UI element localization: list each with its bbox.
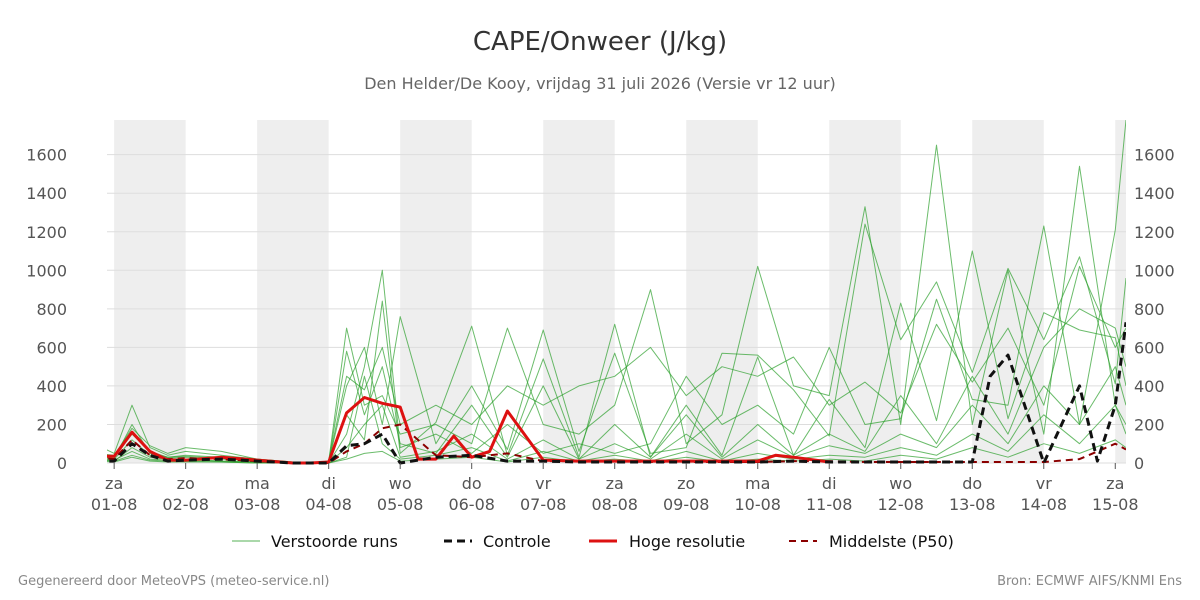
x-tick-label-date: 14-08	[1021, 495, 1068, 514]
x-tick-label-day: ma	[244, 474, 269, 493]
ensemble-run-line	[107, 144, 1126, 464]
series-line-control	[107, 322, 1126, 465]
x-tick-label-day: di	[822, 474, 837, 493]
x-tick-label-date: 03-08	[234, 495, 281, 514]
x-tick-label-date: 11-08	[806, 495, 853, 514]
shaded-day-3	[543, 120, 615, 463]
y-tick-label-left: 1600	[26, 146, 67, 165]
x-tick-label-day: vr	[535, 474, 551, 493]
x-tick-label-day: za	[105, 474, 123, 493]
legend-label-median: Middelste (P50)	[829, 532, 954, 551]
y-tick-label-left: 1200	[26, 223, 67, 242]
plot-area	[107, 119, 1126, 465]
x-tick-label-day: za	[606, 474, 624, 493]
x-tick-label-day: vr	[1036, 474, 1052, 493]
y-tick-label-left: 600	[36, 338, 67, 357]
y-tick-label-right: 1600	[1134, 146, 1175, 165]
chart-subtitle: Den Helder/De Kooy, vrijdag 31 juli 2026…	[364, 74, 836, 93]
x-tick-label-day: zo	[177, 474, 195, 493]
x-tick-label-date: 15-08	[1092, 495, 1139, 514]
y-tick-label-right: 400	[1134, 377, 1165, 396]
x-tick-label-day: wo	[889, 474, 912, 493]
y-tick-label-left: 400	[36, 377, 67, 396]
shaded-day-1	[257, 120, 329, 463]
y-tick-label-right: 1000	[1134, 261, 1175, 280]
y-tick-label-right: 600	[1134, 338, 1165, 357]
y-tick-label-left: 800	[36, 300, 67, 319]
shaded-day-0	[114, 120, 186, 463]
shaded-day-5	[829, 120, 901, 463]
shaded-day-4	[686, 120, 758, 463]
legend-label-control: Controle	[483, 532, 551, 551]
x-tick-label-day: wo	[389, 474, 412, 493]
x-tick-label-date: 05-08	[377, 495, 424, 514]
x-tick-label-date: 12-08	[877, 495, 924, 514]
ensemble-run-line	[107, 265, 1126, 464]
x-tick-label-day: za	[1106, 474, 1124, 493]
footer-source: Bron: ECMWF AIFS/KNMI Ens	[997, 574, 1182, 589]
y-tick-label-left: 1400	[26, 184, 67, 203]
y-tick-label-right: 200	[1134, 415, 1165, 434]
x-tick-label-day: ma	[745, 474, 770, 493]
chart-title: CAPE/Onweer (J/kg)	[473, 27, 727, 57]
axes: 0 0 200 200 400 400 600 600 800 800 1000 1000 1200 12…	[26, 146, 1174, 514]
x-tick-label-date: 01-08	[91, 495, 138, 514]
y-tick-label-left: 0	[57, 454, 67, 473]
day-shading	[114, 120, 1126, 463]
y-tick-label-right: 800	[1134, 300, 1165, 319]
ensemble-run-line	[107, 439, 1126, 464]
legend: Verstoorde runs Controle Hoge resolutie …	[232, 532, 954, 551]
x-tick-label-day: zo	[677, 474, 695, 493]
x-tick-label-date: 10-08	[734, 495, 781, 514]
x-tick-label-date: 08-08	[591, 495, 638, 514]
shaded-day-2	[400, 120, 472, 463]
x-tick-label-day: di	[321, 474, 336, 493]
legend-label-ensemble: Verstoorde runs	[271, 532, 398, 551]
y-tick-label-right: 0	[1134, 454, 1144, 473]
x-tick-label-date: 02-08	[162, 495, 209, 514]
x-tick-label-date: 06-08	[448, 495, 495, 514]
x-tick-label-day: do	[462, 474, 482, 493]
y-tick-label-right: 1200	[1134, 223, 1175, 242]
x-tick-label-date: 04-08	[305, 495, 352, 514]
x-tick-label-date: 07-08	[520, 495, 567, 514]
y-tick-label-right: 1400	[1134, 184, 1175, 203]
x-tick-label-day: do	[962, 474, 982, 493]
y-tick-label-left: 1000	[26, 261, 67, 280]
series-group	[107, 119, 1126, 465]
footer-generated-by: Gegenereerd door MeteoVPS (meteo-service…	[18, 574, 329, 589]
shaded-day-7	[1115, 120, 1126, 463]
x-tick-label-date: 09-08	[663, 495, 710, 514]
y-tick-label-left: 200	[36, 415, 67, 434]
ensemble-run-line	[107, 366, 1126, 464]
x-tick-label-date: 13-08	[949, 495, 996, 514]
legend-label-high-res: Hoge resolutie	[629, 532, 745, 551]
